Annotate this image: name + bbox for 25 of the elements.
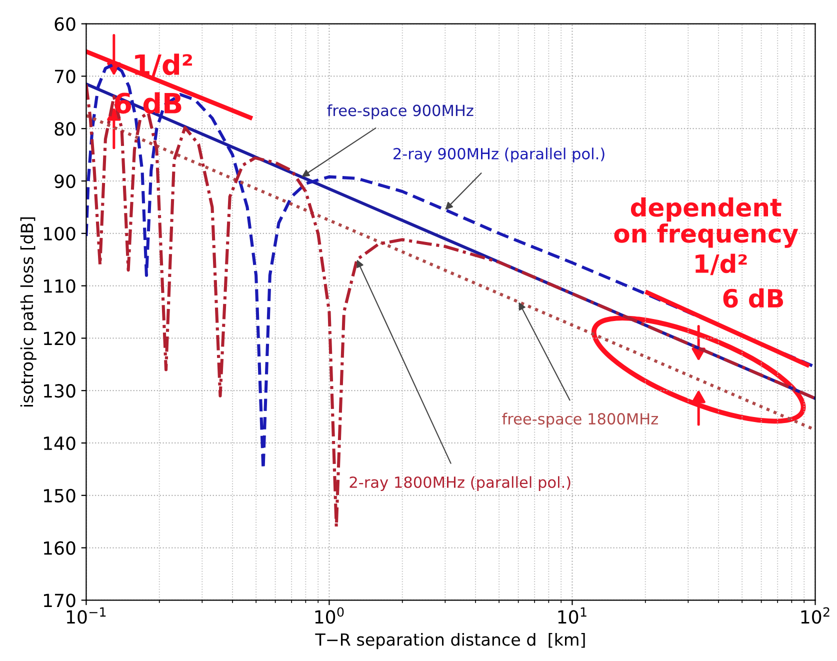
series-label: 2-ray 1800MHz (parallel pol.)	[350, 476, 570, 491]
y-tick-label: 90	[54, 174, 76, 188]
x-tick-label: 10$^{0}$	[315, 607, 344, 624]
annotation: dependent on frequency	[614, 197, 798, 248]
y-tick-label: 60	[54, 17, 76, 31]
x-tick-label: 10$^{1}$	[558, 607, 586, 624]
x-tick-label: 10$^{−1}$	[66, 607, 106, 624]
text: free-space 900MHz	[327, 104, 474, 120]
y-tick-label: 110	[44, 279, 76, 293]
y-tick-label: 170	[44, 594, 76, 608]
annotation: 1/d²	[696, 254, 747, 276]
y-axis-title: isotropic path loss [dB]	[20, 217, 36, 406]
y-tick-label: 80	[54, 122, 76, 136]
y-tick-label: 150	[44, 488, 76, 503]
y-tick-label: 160	[44, 541, 76, 555]
y-tick-label: 130	[44, 384, 76, 398]
x-axis-title: T−R separation distance d [km]	[315, 632, 585, 650]
y-tick-label: 70	[54, 70, 76, 84]
series-label: 2-ray 900MHz (parallel pol.)	[394, 148, 604, 162]
y-tick-label: 140	[44, 436, 76, 450]
annotation: 6 dB	[723, 288, 784, 308]
text: free-space 1800MHz	[502, 412, 658, 428]
x-tick-label: 10$^{2}$	[801, 607, 830, 624]
y-tick-label: 100	[44, 226, 76, 241]
y-tick-label: 120	[44, 332, 76, 346]
